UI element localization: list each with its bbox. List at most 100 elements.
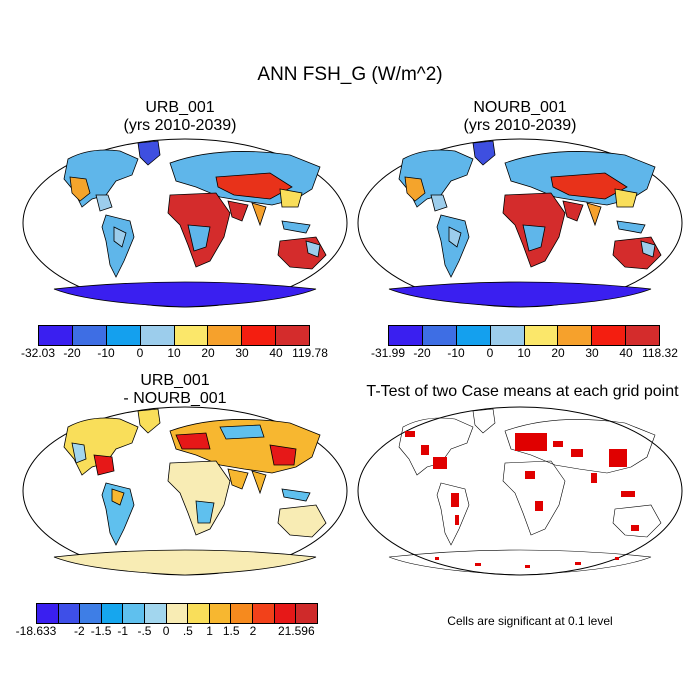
greenland	[137, 140, 161, 166]
continents	[53, 408, 327, 576]
arabia	[227, 200, 249, 222]
sig-cell	[525, 471, 535, 479]
colorbar-tick-label: 30	[585, 346, 599, 360]
east-asia	[269, 444, 297, 466]
antarctica	[53, 281, 317, 308]
colorbar-tick-label: 10	[167, 346, 181, 360]
colorbar-tick-label: 0	[486, 346, 494, 360]
colorbar-swatch	[490, 326, 525, 345]
south-america	[436, 482, 470, 546]
colorbar-swatch	[389, 326, 423, 345]
north-america-south	[430, 194, 448, 212]
arabia	[227, 468, 249, 490]
panel-4-title-line1: T-Test of two Case means at each grid po…	[366, 383, 679, 400]
south-america	[436, 214, 470, 278]
panel-3-title: URB_001 - NOURB_001	[55, 372, 295, 408]
colorbar-swatch	[106, 326, 141, 345]
north-america-west	[69, 176, 91, 202]
sig-cell	[455, 515, 459, 525]
arabia	[562, 200, 584, 222]
eurasia	[504, 419, 656, 474]
panel-4-title: T-Test of two Case means at each grid po…	[345, 383, 700, 401]
sig-cell	[435, 557, 439, 560]
colorbar-tick-label: -20	[63, 346, 81, 360]
colorbar-tick-label: -10	[447, 346, 465, 360]
colorbar-swatch	[592, 326, 627, 345]
greenland	[472, 140, 496, 166]
colorbar-tick-label: -32.03	[20, 346, 56, 360]
central-asia	[215, 172, 293, 200]
colorbar-nourb	[388, 325, 660, 346]
north-america-west	[404, 176, 426, 202]
colorbar-tick-label: 40	[269, 346, 283, 360]
sig-cell	[433, 457, 447, 469]
australia	[612, 504, 662, 538]
australia-east	[640, 240, 656, 258]
panel-2-title-line1: NOURB_001	[473, 99, 567, 116]
map-difference-panel	[22, 406, 348, 576]
map-ttest-panel	[357, 406, 683, 576]
colorbar-tick-label: 30	[235, 346, 249, 360]
india	[251, 202, 267, 227]
greenland	[137, 408, 161, 434]
africa-central	[522, 224, 546, 252]
panel-2-title-line2: (yrs 2010-2039)	[463, 117, 577, 134]
sig-cell	[575, 562, 581, 565]
panel-3-title-line2: - NOURB_001	[123, 390, 227, 407]
south-america-center	[448, 226, 462, 248]
colorbar-swatch	[166, 604, 189, 623]
colorbar-swatch	[456, 326, 491, 345]
colorbar-swatch	[253, 604, 275, 623]
antarctica	[388, 549, 652, 576]
africa-central	[187, 224, 211, 252]
colorbar-swatch	[276, 326, 309, 345]
colorbar-tick-label: -10	[97, 346, 115, 360]
colorbar-tick-label: 20	[201, 346, 215, 360]
north-america-south	[95, 194, 113, 212]
colorbar-urb-labels: -32.03 -20 -10 0 10 20 30 40 119.78	[21, 346, 328, 360]
colorbar-swatch	[101, 604, 124, 623]
africa-south	[195, 500, 215, 524]
sig-cell	[615, 557, 619, 560]
sig-cell	[571, 449, 583, 457]
panel-2-title: NOURB_001 (yrs 2010-2039)	[400, 99, 640, 135]
sig-cell	[553, 441, 563, 447]
panel-3-title-line1: URB_001	[140, 372, 210, 389]
east-asia	[279, 188, 303, 208]
colorbar-difference-labels: -18.633 -2 -1.5 -1 -.5 0 .5 1 1.5 2 21.596	[16, 624, 318, 638]
colorbar-tick-label: -.5	[137, 624, 152, 638]
india	[586, 202, 602, 227]
colorbar-swatch	[72, 326, 107, 345]
colorbar-tick-label: 0	[162, 624, 170, 638]
colorbar-swatch	[208, 326, 243, 345]
colorbar-tick-label: 10	[517, 346, 531, 360]
colorbar-tick-label: -20	[413, 346, 431, 360]
sig-cell	[451, 493, 459, 507]
colorbar-swatch	[123, 604, 146, 623]
colorbar-tick-label: 119.78	[292, 346, 328, 360]
map-nourb-panel	[357, 138, 683, 308]
colorbar-swatch	[296, 604, 317, 623]
colorbar-swatch	[422, 326, 457, 345]
colorbar-swatch	[37, 604, 59, 623]
sig-cell	[591, 473, 597, 483]
south-america	[101, 482, 135, 546]
colorbar-nourb-labels: -31.99 -20 -10 0 10 20 30 40 118.32	[371, 346, 678, 360]
africa	[502, 460, 566, 536]
sig-cell-east-asia	[609, 449, 627, 467]
colorbar-tick-label: 118.32	[642, 346, 678, 360]
colorbar-swatch	[188, 604, 210, 623]
colorbar-swatch	[39, 326, 73, 345]
colorbar-tick-label: 40	[619, 346, 633, 360]
sig-cell-europe	[515, 433, 547, 451]
sig-cell	[525, 565, 530, 568]
colorbar-swatch	[80, 604, 102, 623]
colorbar-swatch	[209, 604, 232, 623]
australia	[277, 504, 327, 538]
colorbar-swatch	[140, 326, 175, 345]
colorbar-tick-label: 20	[551, 346, 565, 360]
indonesia	[281, 220, 311, 234]
siberia	[219, 424, 265, 440]
antarctica	[53, 549, 317, 576]
colorbar-tick-label: -18.633	[15, 624, 57, 638]
